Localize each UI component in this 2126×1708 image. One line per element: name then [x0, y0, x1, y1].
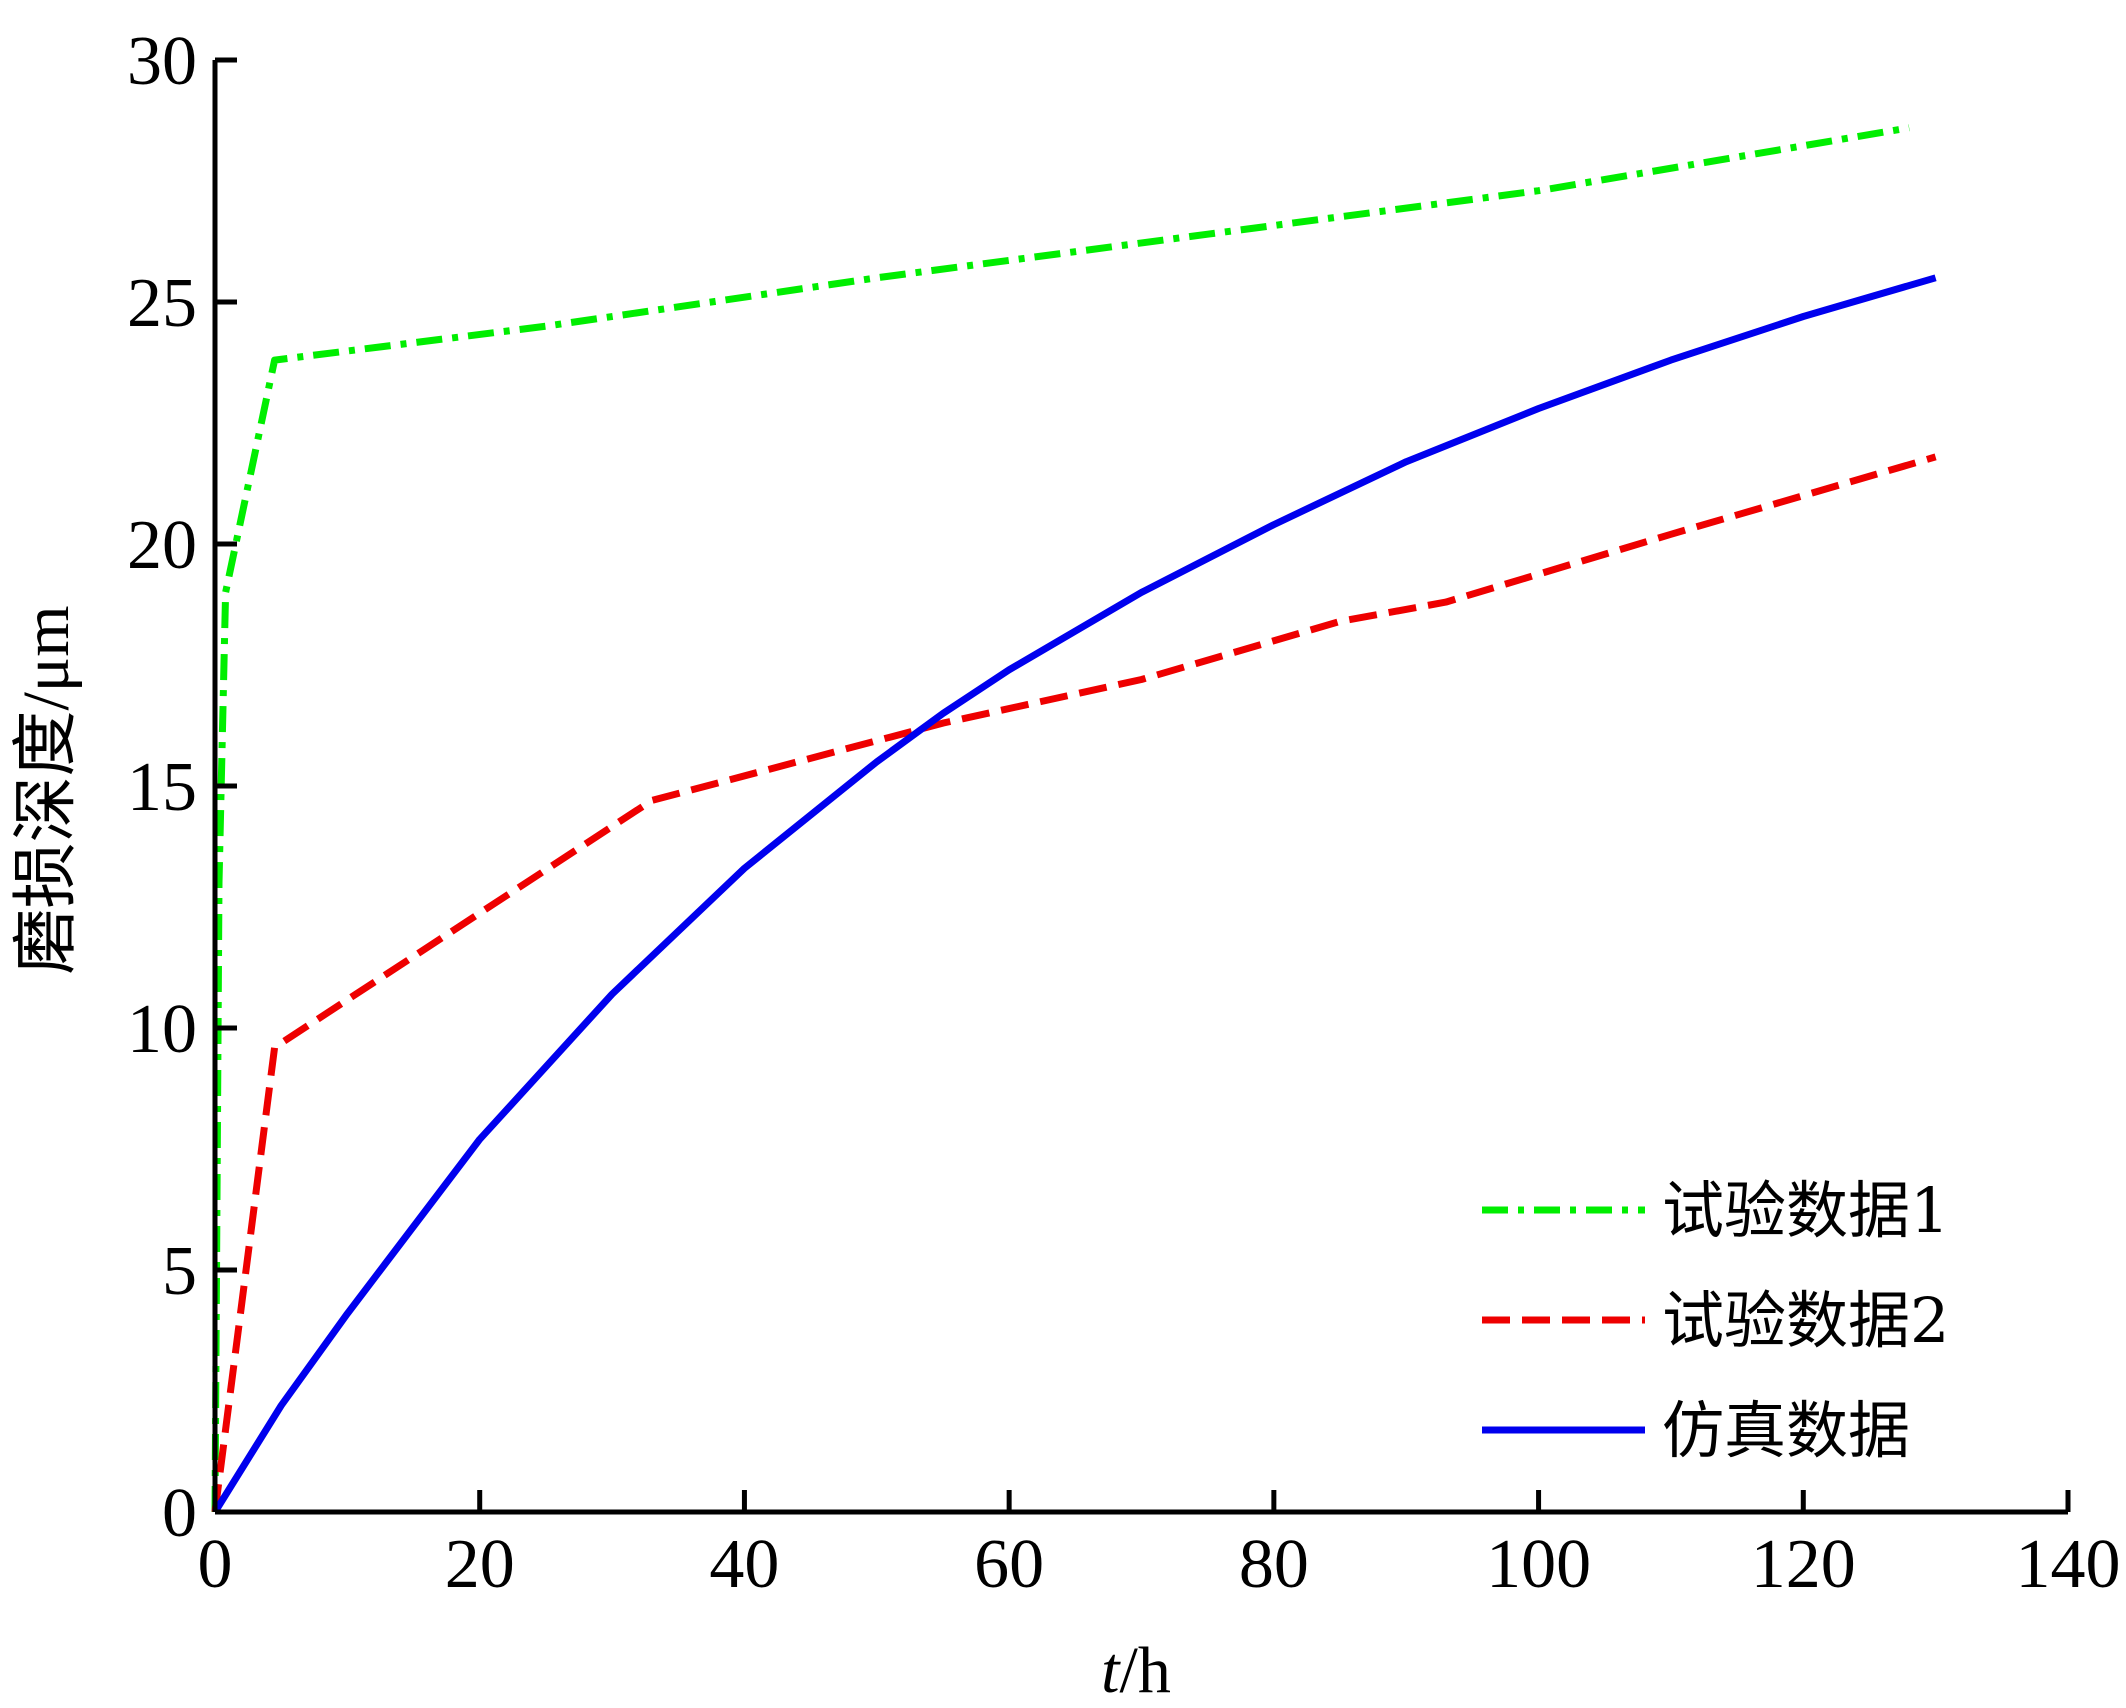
y-tick-label: 25 [127, 265, 197, 342]
series-line-1 [211, 124, 1910, 1513]
y-tick-label: 5 [162, 1233, 197, 1310]
x-tick-label: 80 [1239, 1526, 1309, 1603]
x-axis-title: t/h [1101, 1634, 1171, 1707]
x-tick-label: 140 [2016, 1526, 2121, 1603]
y-tick-label: 10 [127, 991, 197, 1068]
x-tick-label: 100 [1486, 1526, 1591, 1603]
ticks: 0 20 40 60 80 100 120 140 0 5 10 15 20 25 30 [127, 23, 2121, 1603]
y-axis-title: 磨损深度/μm [10, 605, 83, 974]
y-tick-label: 30 [127, 23, 197, 100]
x-tick-label: 0 [198, 1526, 233, 1603]
x-tick-label: 120 [1751, 1526, 1856, 1603]
series-line-2 [211, 453, 1937, 1513]
legend: 试验数据1 试验数据2 仿真数据 [1482, 1174, 1949, 1467]
x-tick-label: 40 [709, 1526, 779, 1603]
y-tick-label: 0 [162, 1475, 197, 1552]
series-layer [211, 124, 1937, 1514]
legend-label-2: 试验数据2 [1662, 1284, 1949, 1357]
x-tick-label: 60 [974, 1526, 1044, 1603]
legend-label-3: 仿真数据 [1662, 1394, 1910, 1467]
series-line-3 [212, 274, 1937, 1514]
y-tick-label: 20 [127, 507, 197, 584]
x-tick-label: 20 [445, 1526, 515, 1603]
x-axis-title-variable: t [1101, 1634, 1121, 1707]
x-axis-title-unit: /h [1120, 1634, 1171, 1707]
y-tick-label: 15 [127, 749, 197, 826]
legend-label-1: 试验数据1 [1662, 1174, 1949, 1247]
